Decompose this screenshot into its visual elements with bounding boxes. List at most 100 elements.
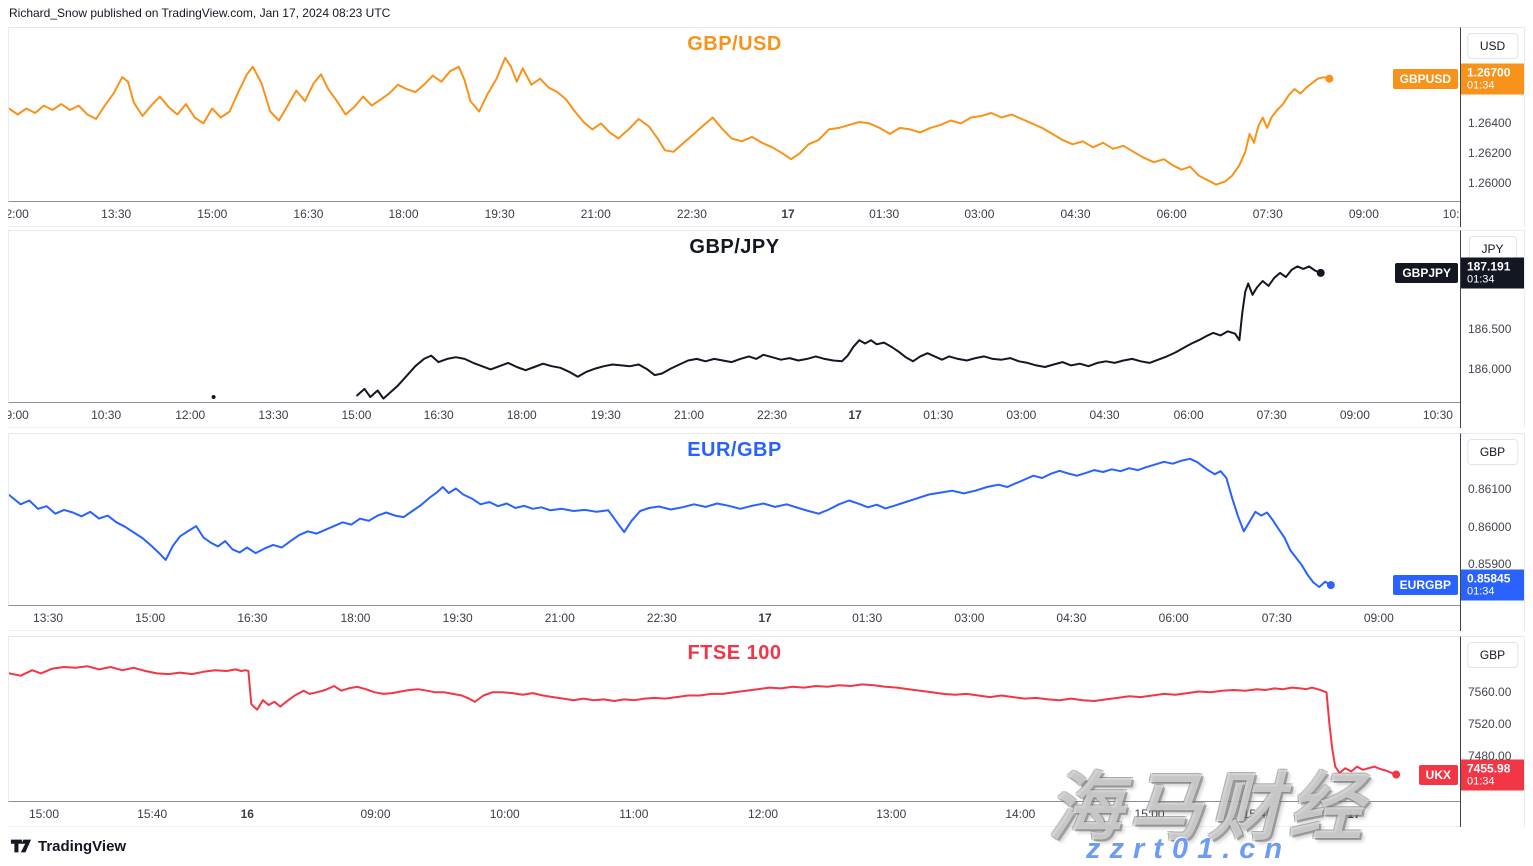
currency-button-gbp-2[interactable]: GBP — [1466, 642, 1519, 668]
tradingview-logo-link[interactable]: TradingView — [10, 837, 126, 855]
time-tick-label: 16 — [240, 807, 254, 821]
currency-button-usd[interactable]: USD — [1466, 33, 1519, 59]
time-tick-label: 21:00 — [544, 611, 575, 625]
time-tick-label: 16:30 — [293, 207, 324, 221]
price-tick-label: 7560.00 — [1468, 685, 1512, 699]
time-tick-label: 15:00 — [135, 611, 166, 625]
price-tick-label: 0.86100 — [1468, 482, 1512, 496]
last-price-value: 187.191 — [1467, 259, 1511, 274]
time-tick-label: 17 — [781, 207, 795, 221]
time-tick-label: 18:00 — [388, 207, 419, 221]
time-tick-label: 03:00 — [964, 207, 995, 221]
time-tick-label: 03:00 — [1006, 408, 1037, 422]
time-tick-label: 18:00 — [506, 408, 537, 422]
last-price-badge-gbpusd: 1.26700 01:34 — [1461, 63, 1524, 95]
time-tick-label: 22:30 — [676, 207, 707, 221]
last-price-time: 01:34 — [1467, 585, 1495, 598]
time-axis-gbpusd[interactable]: 12:00 13:30 15:00 16:30 18:00 19:30 21:00 22:30… — [8, 202, 1460, 227]
price-line-gbpjpy — [211, 265, 1325, 400]
time-axis-gbpjpy[interactable]: 09:00 10:30 12:00 13:30 15:00 16:30 18:00 19:30… — [8, 403, 1460, 428]
time-tick-label: 15:40 — [137, 807, 168, 821]
time-tick-label: 12:00 — [175, 408, 206, 422]
time-tick-label: 12:00 — [8, 207, 29, 221]
symbol-badge-eurgbp: EURGBP — [1392, 575, 1458, 595]
time-tick-label: 21:00 — [673, 408, 704, 422]
time-tick-label: 01:30 — [852, 611, 883, 625]
plot-area-eurgbp[interactable]: EUR/GBP EURGBP — [8, 433, 1460, 606]
time-tick-label: 13:00 — [876, 807, 907, 821]
time-tick-label: 13:30 — [258, 408, 289, 422]
time-tick-label: 19:30 — [442, 611, 473, 625]
price-tick-label: 0.86000 — [1468, 520, 1512, 534]
time-tick-label: 15:00 — [1134, 807, 1165, 821]
time-tick-label: 12:00 — [748, 807, 779, 821]
time-tick-label: 07:30 — [1261, 611, 1292, 625]
time-tick-label: 09:00 — [1339, 408, 1370, 422]
time-tick-label: 17 — [758, 611, 772, 625]
time-tick-label: 13:30 — [33, 611, 64, 625]
time-tick-label: 17 — [1347, 807, 1361, 821]
time-tick-label: 04:30 — [1056, 611, 1087, 625]
time-tick-label: 22:30 — [646, 611, 677, 625]
footer: TradingView — [0, 828, 1533, 866]
time-tick-label: 13:30 — [101, 207, 132, 221]
time-axis-eurgbp[interactable]: 13:30 15:00 16:30 18:00 19:30 21:00 22:30 17 01:… — [8, 606, 1460, 631]
last-price-badge-eurgbp: 0.85845 01:34 — [1461, 569, 1524, 601]
price-scale-ftse100[interactable]: GBP 7455.98 01:34 7560.00 7520.00 7480.00 — [1460, 636, 1525, 827]
currency-button-gbp[interactable]: GBP — [1466, 439, 1519, 465]
time-tick-label: 10:00 — [489, 807, 520, 821]
symbol-badge-gbpusd: GBPUSD — [1392, 69, 1458, 89]
plot-area-gbpusd[interactable]: GBP/USD GBPUSD — [8, 27, 1460, 202]
time-tick-label: 10:30 — [91, 408, 122, 422]
price-scale-gbpusd[interactable]: USD 1.26700 01:34 1.26400 1.26200 1.26000 — [1460, 27, 1525, 227]
time-tick-label: 07:30 — [1252, 207, 1283, 221]
time-tick-label: 17 — [848, 408, 862, 422]
symbol-badge-ukx: UKX — [1418, 765, 1458, 785]
price-line-ftse100 — [9, 665, 1401, 779]
price-tick-label: 1.26000 — [1468, 176, 1512, 190]
price-line-eurgbp — [9, 457, 1335, 590]
time-tick-label: 01:30 — [869, 207, 900, 221]
time-tick-label: 06:00 — [1156, 207, 1187, 221]
time-tick-label: 16:30 — [237, 611, 268, 625]
last-price-value: 1.26700 — [1467, 65, 1511, 80]
price-scale-gbpjpy[interactable]: JPY 187.191 01:34 186.500 186.000 — [1460, 230, 1525, 428]
time-tick-label: 15:00 — [197, 207, 228, 221]
last-price-time: 01:34 — [1467, 273, 1495, 286]
chart-title-gbpusd: GBP/USD — [687, 33, 782, 55]
chart-title-eurgbp: EUR/GBP — [687, 439, 782, 461]
time-tick-label: 01:30 — [923, 408, 954, 422]
time-tick-label: 22:30 — [757, 408, 788, 422]
tradingview-brand-text: TradingView — [38, 837, 127, 855]
price-tick-label: 1.26400 — [1468, 116, 1512, 130]
tradingview-logo-icon — [10, 839, 32, 853]
header-byline: Richard_Snow published on TradingView.co… — [9, 6, 391, 20]
price-scale-eurgbp[interactable]: GBP 0.85845 01:34 0.86100 0.86000 0.85900 — [1460, 433, 1525, 631]
plot-area-gbpjpy[interactable]: GBP/JPY GBPJPY — [8, 230, 1460, 403]
time-tick-label: 14:00 — [1005, 807, 1036, 821]
time-tick-label: 10:30 — [1442, 207, 1460, 221]
last-price-value: 7455.98 — [1467, 761, 1511, 776]
time-tick-label: 15:00 — [341, 408, 372, 422]
time-tick-label: 04:30 — [1060, 207, 1091, 221]
time-tick-label: 15:00 — [28, 807, 60, 821]
plot-area-ftse100[interactable]: FTSE 100 UKX — [8, 636, 1460, 802]
symbol-badge-gbpjpy: GBPJPY — [1395, 263, 1458, 283]
price-tick-label: 0.85900 — [1468, 557, 1512, 571]
time-tick-label: 09:00 — [1363, 611, 1394, 625]
price-tick-label: 7480.00 — [1468, 749, 1512, 763]
chart-title-ftse100: FTSE 100 — [687, 642, 782, 664]
last-price-value: 0.85845 — [1467, 571, 1511, 586]
price-line-gbpusd — [9, 56, 1334, 186]
time-tick-label: 15:40 — [1242, 807, 1273, 821]
time-tick-label: 19:30 — [484, 207, 515, 221]
last-price-time: 01:34 — [1467, 775, 1495, 788]
time-tick-label: 09:00 — [360, 807, 391, 821]
time-axis-ftse100[interactable]: 15:00 15:40 16 09:00 10:00 11:00 12:00 13:00 14:… — [8, 802, 1460, 827]
time-tick-label: 19:30 — [590, 408, 621, 422]
price-tick-label: 1.26200 — [1468, 146, 1512, 160]
last-price-badge-gbpjpy: 187.191 01:34 — [1461, 257, 1524, 289]
time-tick-label: 11:00 — [619, 807, 649, 821]
time-tick-label: 04:30 — [1089, 408, 1120, 422]
